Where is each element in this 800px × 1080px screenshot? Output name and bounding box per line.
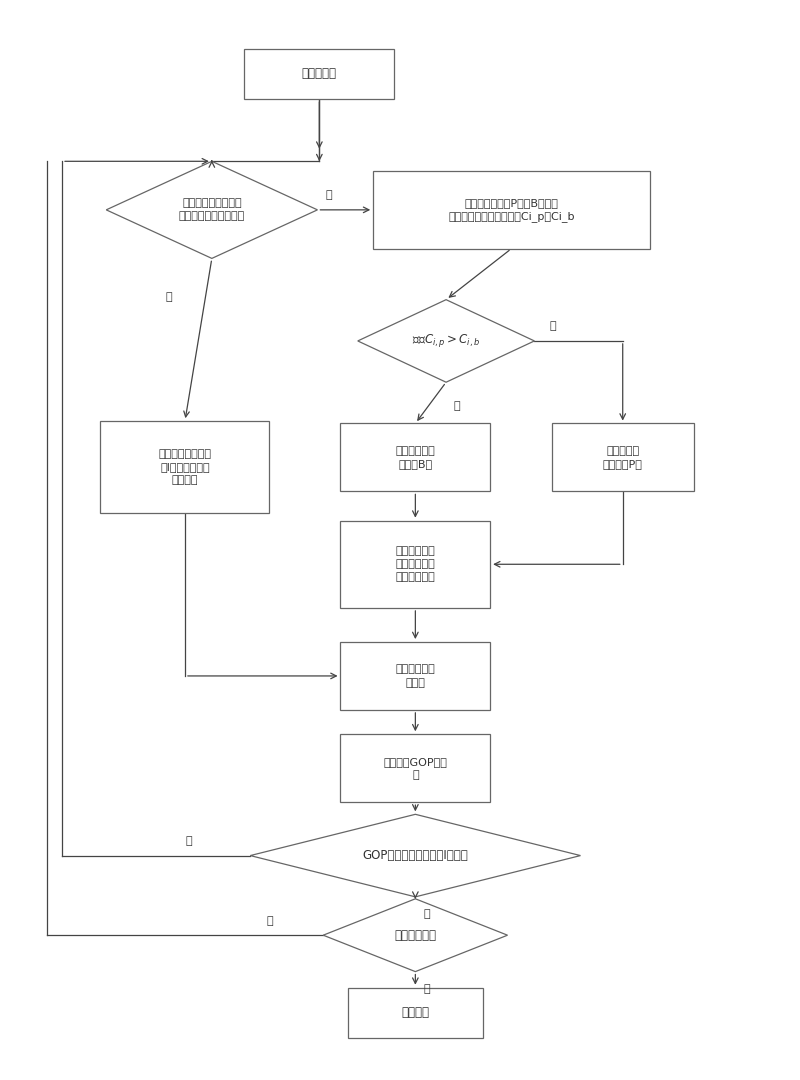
Text: 是: 是 [454,402,460,411]
Text: 否: 否 [325,190,332,200]
Text: 对当前帧分类
型编码: 对当前帧分类 型编码 [395,664,435,688]
Text: 是: 是 [186,836,192,846]
Bar [348,987,482,1038]
Text: 该帧编码类型确定
为I帧，并计算其
编码帧号: 该帧编码类型确定 为I帧，并计算其 编码帧号 [158,449,211,485]
Bar [341,423,490,491]
Text: GOP长度是否等于最大I帧间隔: GOP长度是否等于最大I帧间隔 [362,849,468,862]
Text: 是: 是 [166,293,172,302]
Bar [341,642,490,710]
Polygon shape [106,161,318,258]
Text: 确定该帧编码
类型为B帧: 确定该帧编码 类型为B帧 [395,446,435,469]
Bar [341,521,490,608]
Text: 确定该帧编
码类型为P帧: 确定该帧编 码类型为P帧 [602,446,642,469]
Text: 预读部分编码图像，
检验是否发生场景切换: 预读部分编码图像， 检验是否发生场景切换 [178,199,245,221]
Text: 编码结束: 编码结束 [402,1007,430,1020]
Bar [245,49,394,99]
Bar [552,423,694,491]
Bar [101,421,270,513]
Polygon shape [250,814,581,896]
Text: 统计当前GOP的长
度: 统计当前GOP的长 度 [383,757,447,780]
Polygon shape [358,299,534,382]
Text: 否: 否 [423,909,430,919]
Bar [341,734,490,802]
Text: 编码是否结束: 编码是否结束 [394,929,436,942]
Text: 计算该帧的编
码顺序并确定
其参考帧选择: 计算该帧的编 码顺序并确定 其参考帧选择 [395,546,435,582]
Text: 否: 否 [550,322,556,332]
Text: 分别计算该帧为P帧和B帧时的
预测残差绝对值总和代价Ci_p和Ci_b: 分别计算该帧为P帧和B帧时的 预测残差绝对值总和代价Ci_p和Ci_b [448,198,574,221]
Polygon shape [323,899,507,972]
Bar [373,171,650,248]
Text: 初始化参数: 初始化参数 [302,67,337,80]
Text: 否: 否 [266,916,273,926]
Text: 是: 是 [423,984,430,994]
Text: 如果$C_{i,p}$$>$$C_{i,b}$: 如果$C_{i,p}$$>$$C_{i,b}$ [412,333,480,350]
